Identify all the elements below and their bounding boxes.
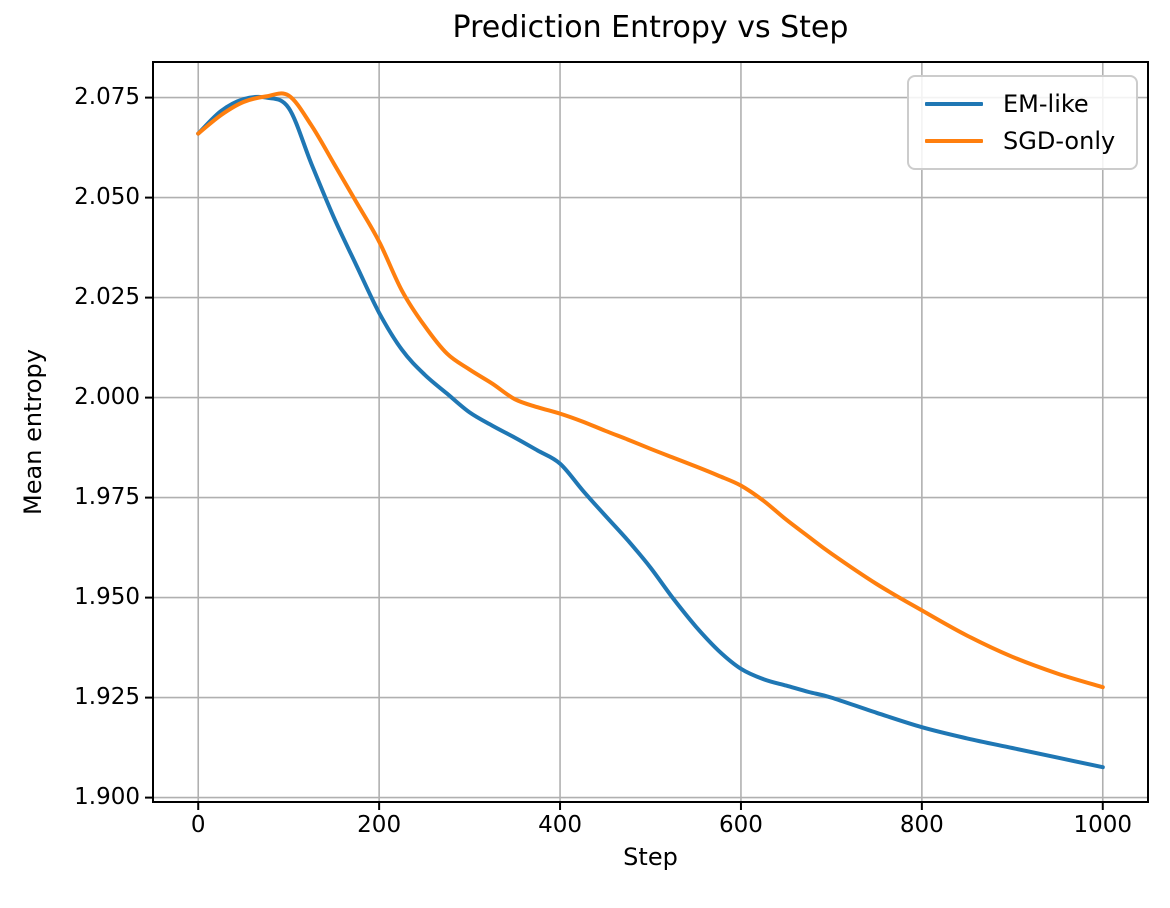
x-tick-label: 400 — [538, 812, 582, 838]
legend-entry-sgd-only: SGD-only — [919, 127, 1126, 155]
x-tick-label: 1000 — [1073, 812, 1133, 838]
axes-spines — [152, 61, 1149, 803]
x-tick-label: 200 — [357, 812, 402, 838]
y-tick-label: 2.075 — [74, 84, 140, 111]
legend-label-sgd-only: SGD-only — [1003, 127, 1116, 155]
legend-box: EM-like SGD-only — [907, 75, 1138, 170]
y-tick-label: 1.950 — [74, 584, 140, 611]
y-tick-label: 2.025 — [74, 284, 140, 311]
x-tick-label: 600 — [719, 812, 763, 838]
grid-lines — [153, 62, 1148, 802]
em-like-line-swatch — [925, 102, 983, 106]
x-axis-label: Step — [623, 843, 678, 871]
series-line-sgd-only — [196, 91, 1105, 690]
y-tick-label: 1.925 — [74, 684, 140, 711]
legend-entry-em-like: EM-like — [919, 90, 1126, 118]
chart-title: Prediction Entropy vs Step — [452, 10, 849, 45]
y-tick-label: 2.000 — [74, 384, 140, 411]
sgd-only-line-swatch — [925, 139, 983, 143]
x-tick-label: 800 — [899, 812, 944, 838]
y-tick-label: 1.975 — [74, 484, 140, 511]
axis-ticks — [145, 96, 1104, 810]
y-tick-label: 2.050 — [74, 184, 140, 211]
legend-label-em-like: EM-like — [1003, 90, 1089, 118]
y-tick-label: 1.900 — [74, 784, 140, 811]
x-tick-label: 0 — [190, 812, 206, 838]
data-series — [196, 91, 1105, 770]
series-line-em-like — [196, 94, 1105, 770]
